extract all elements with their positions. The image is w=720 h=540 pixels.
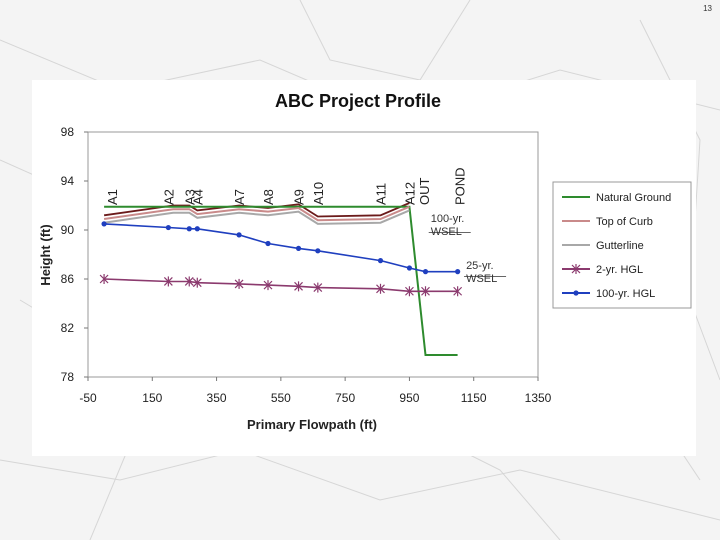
legend-label-top_of_curb: Top of Curb [596,216,653,228]
y-tick-label: 86 [61,272,75,286]
y-tick-label: 94 [61,174,75,188]
data-point [571,264,581,274]
data-point [421,286,430,297]
structure-label: A10 [311,182,326,205]
legend-label-gutterline: Gutterline [596,240,644,252]
structure-label: POND [452,167,467,205]
y-tick-label: 98 [61,125,75,139]
series-line-top_of_curb [103,205,410,222]
data-point [186,226,192,232]
x-tick-label: 1150 [461,391,487,405]
data-point [313,282,323,293]
data-point [236,232,242,238]
structure-label: A8 [261,189,276,205]
data-point [422,269,429,275]
data-point [101,221,107,227]
structure-label: A11 [374,183,389,205]
structure-label: A1 [105,189,120,205]
data-point [265,240,271,247]
y-tick-label: 82 [61,321,75,335]
axes: -50 150 350 550 750 950 1150 1350 78 82 86 90 94 98 [61,125,552,405]
x-tick-label: 550 [271,391,291,405]
y-tick-label: 90 [61,223,75,237]
data-point [405,286,414,297]
data-point [263,280,273,291]
series-lines [99,202,463,356]
x-tick-label: 1350 [525,391,552,405]
structure-label: A9 [292,189,307,205]
wsel-25-text: WSEL [466,273,497,285]
data-point [406,265,413,271]
structure-label: OUT [417,178,432,206]
structure-label: A4 [190,189,205,205]
x-tick-label: -50 [79,391,97,405]
x-tick-label: 350 [207,391,227,405]
data-point [294,281,303,292]
y-axis-label: Height (ft) [38,224,53,285]
data-point [163,276,173,287]
structure-label: A7 [232,189,247,205]
legend-label-natural_ground: Natural Ground [596,192,671,204]
data-point [99,274,109,284]
series-line-hundred_yr [104,223,458,273]
data-point [315,248,321,254]
x-axis-label: Primary Flowpath (ft) [247,417,377,432]
series-line-two_yr [104,278,458,293]
data-point [455,269,461,275]
data-point [453,286,463,297]
structure-label: A2 [161,189,176,205]
wsel-100-text: 100-yr. [431,213,465,225]
structure-label: A3 [182,189,197,205]
wsel-100-text: WSEL [431,226,462,238]
x-tick-label: 950 [399,391,419,405]
y-tick-label: 78 [61,370,75,384]
legend-label-two_yr: 2-yr. HGL [596,264,643,276]
legend: Natural Ground Top of Curb Gutterline 2-yr.… [552,181,692,309]
chart-title: ABC Project Profile [275,91,441,111]
data-point [573,290,579,296]
wsel-25-text: 25-yr. [466,260,494,272]
x-tick-label: 150 [142,391,162,405]
x-tick-label: 750 [335,391,355,405]
data-point [234,278,244,289]
legend-label-hundred_yr: 100-yr. HGL [596,288,655,300]
data-point [194,226,200,232]
page-number: 13 [703,4,712,13]
data-point [295,245,302,251]
data-point [184,276,194,287]
structure-label: A12 [402,182,417,205]
plot-area [87,131,539,378]
data-point [377,258,384,264]
data-point [192,277,202,288]
data-point [165,224,171,231]
series-line-gutterline [103,209,410,225]
data-point [376,283,385,294]
